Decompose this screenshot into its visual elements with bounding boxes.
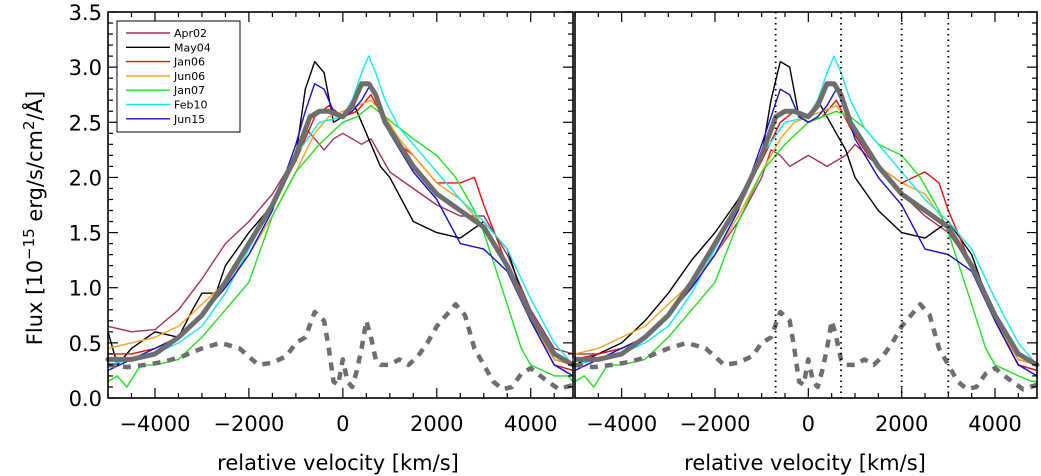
legend-label-may04: May04 (174, 41, 211, 54)
y-tick-label: 3.5 (69, 1, 102, 25)
series-jan06-right (574, 99, 1038, 372)
series-mean-right (572, 81, 1040, 368)
legend-label-jun06: Jun06 (173, 70, 205, 83)
legend-label-feb10: Feb10 (174, 99, 207, 112)
plot-frame-left (107, 11, 574, 399)
y-tick-label: 1.0 (69, 277, 102, 301)
series-may04-right (574, 60, 1038, 366)
right-panel: −4000 −2000 0 2000 4000 (572, 11, 1040, 436)
series-jun06-right (574, 104, 1038, 366)
series-jun15-right (574, 88, 1038, 377)
series-feb10-right (574, 55, 1038, 366)
x-tick-label: 4000 (504, 412, 557, 436)
x-tick-label: 2000 (875, 412, 928, 436)
x-tick-label: −4000 (586, 412, 657, 436)
series-mean-left (105, 81, 576, 368)
y-tick-label: 2.0 (69, 166, 102, 190)
legend-label-jun15: Jun15 (173, 113, 205, 126)
series-rms-left (107, 302, 574, 392)
x-tick-label: 0 (336, 412, 349, 436)
y-tick-label: 1.5 (69, 222, 102, 246)
x-tick-label: 2000 (410, 412, 463, 436)
x-tick-label: 4000 (968, 412, 1021, 436)
series-apr02-left (107, 127, 574, 355)
series-jan06-left (107, 93, 574, 372)
series-jan07-left (107, 104, 574, 388)
series-jun06-left (107, 99, 574, 366)
legend-label-jan06: Jan06 (173, 56, 205, 69)
y-axis-title: Flux [10−15 erg/s/cm2/Å] (20, 91, 47, 345)
left-panel: −4000 −2000 0 2000 4000 0.0 0.5 1.0 1.5 2.0 2.5 3.0… (69, 1, 576, 436)
legend-label-apr02: Apr02 (174, 27, 207, 40)
x-axis-title-right: relative velocity [km/s] (684, 451, 926, 475)
y-tick-label: 0.0 (69, 387, 102, 411)
series-feb10-left (107, 55, 574, 366)
y-tick-label: 3.0 (69, 56, 102, 80)
x-tick-label: −2000 (213, 412, 284, 436)
x-axis-title-left: relative velocity [km/s] (217, 451, 459, 475)
plot-frame-right (574, 11, 1038, 399)
legend-label-jan07: Jan07 (173, 84, 205, 97)
y-tick-label: 0.5 (69, 332, 102, 356)
x-tick-label: −4000 (119, 412, 190, 436)
y-tick-label: 2.5 (69, 111, 102, 135)
x-tick-label: 0 (802, 412, 815, 436)
x-tick-label: −2000 (679, 412, 750, 436)
series-rms-right (574, 302, 1038, 392)
